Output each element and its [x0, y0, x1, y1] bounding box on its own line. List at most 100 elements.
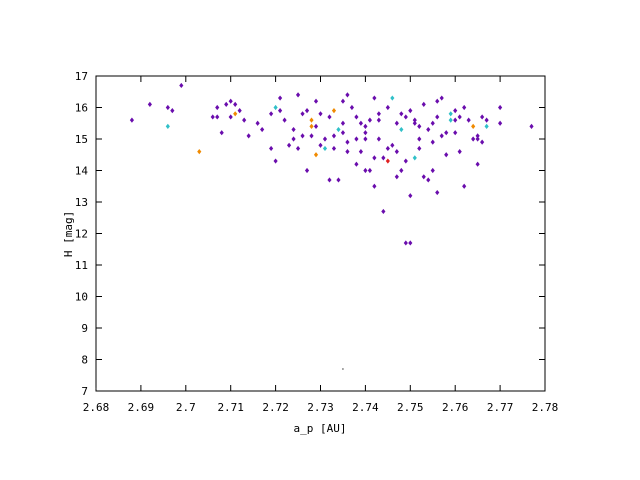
scatter-point — [273, 158, 278, 164]
scatter-point — [215, 114, 220, 120]
x-tick-label: 2.78 — [532, 401, 559, 414]
scatter-point — [426, 177, 431, 183]
scatter-point — [430, 120, 435, 126]
scatter-point — [453, 130, 458, 136]
scatter-point — [304, 108, 310, 114]
scatter-point — [224, 101, 229, 107]
scatter-point — [170, 108, 175, 114]
scatter-point — [417, 123, 422, 129]
scatter-point — [228, 114, 233, 120]
scatter-point — [385, 104, 390, 111]
y-tick-label: 13 — [75, 196, 88, 209]
scatter-point — [484, 117, 489, 123]
y-tick-labels: 7 8 9 10 11 12 13 14 15 16 17 — [75, 70, 89, 398]
y-tick-label: 9 — [81, 322, 88, 335]
x-tick-label: 2.77 — [487, 401, 514, 414]
scatter-point — [300, 133, 305, 139]
scatter-point — [286, 142, 292, 148]
y-tick-label: 16 — [75, 102, 88, 115]
scatter-point — [322, 136, 328, 142]
x-tick-label: 2.72 — [262, 401, 289, 414]
scatter-point — [412, 117, 417, 123]
scatter-point — [219, 130, 224, 136]
scatter-point — [273, 104, 278, 111]
x-tick-label: 2.76 — [442, 401, 469, 414]
scatter-point — [345, 149, 350, 155]
scatter-point — [421, 174, 426, 180]
scatter-point — [345, 139, 350, 145]
x-tick-label: 2.75 — [397, 401, 424, 414]
y-tick-label: 11 — [75, 259, 88, 272]
scatter-point — [385, 145, 390, 152]
scatter-point — [269, 145, 274, 152]
scatter-point — [462, 183, 467, 189]
scatter-point — [444, 130, 449, 136]
scatter-point — [179, 82, 184, 89]
scatter-point — [475, 133, 480, 139]
y-tick-label: 8 — [81, 354, 88, 367]
scatter-point — [345, 92, 350, 98]
scatter-point — [372, 183, 377, 189]
scatter-point — [260, 126, 265, 133]
scatter-point — [417, 145, 422, 152]
scatter-point — [363, 130, 368, 136]
scatter-point — [342, 367, 344, 370]
scatter-point — [340, 98, 346, 104]
scatter-point — [354, 161, 359, 167]
scatter-point — [318, 142, 323, 148]
scatter-point — [233, 111, 238, 117]
scatter-point — [363, 167, 368, 174]
scatter-point — [444, 152, 449, 158]
scatter-point — [430, 167, 435, 174]
y-tick-label: 14 — [75, 165, 89, 178]
scatter-point — [363, 136, 368, 142]
scatter-point — [399, 126, 404, 133]
scatter-point — [295, 92, 301, 98]
scatter-point — [430, 139, 435, 145]
scatter-point — [340, 130, 346, 136]
scatter-point — [336, 126, 341, 133]
scatter-point — [453, 117, 458, 123]
x-tick-label: 2.7 — [176, 401, 196, 414]
x-axis-label: a_p [AU] — [294, 422, 347, 435]
scatter-point — [129, 117, 134, 123]
y-axis-label: H [mag] — [62, 211, 75, 257]
scatter-point — [462, 104, 467, 111]
scatter-point — [412, 120, 417, 126]
x-tick-label: 2.69 — [128, 401, 155, 414]
scatter-point — [147, 101, 152, 107]
scatter-point — [291, 136, 296, 142]
scatter-point — [480, 114, 485, 120]
scatter-point — [498, 104, 503, 111]
scatter-point — [421, 101, 426, 107]
scatter-point — [475, 161, 480, 167]
scatter-point — [165, 104, 170, 111]
scatter-point — [363, 123, 368, 129]
scatter-point — [331, 133, 337, 139]
scatter-point — [309, 123, 314, 129]
y-tick-label: 7 — [81, 385, 88, 398]
scatter-point — [394, 120, 399, 126]
scatter-point — [313, 152, 319, 158]
y-tick-label: 15 — [75, 133, 88, 146]
scatter-point — [246, 133, 251, 139]
scatter-point — [372, 155, 377, 161]
scatter-point — [439, 95, 444, 101]
scatter-point — [426, 126, 431, 133]
scatter-point — [529, 123, 534, 129]
scatter-point — [358, 149, 363, 155]
scatter-point — [255, 120, 260, 126]
scatter-point — [376, 117, 381, 123]
scatter-point — [331, 108, 337, 114]
scatter-point — [399, 167, 404, 174]
scatter-point — [435, 189, 440, 196]
scatter-point — [394, 174, 399, 180]
y-tick-label: 12 — [75, 228, 88, 241]
scatter-point — [475, 136, 480, 142]
scatter-point — [349, 104, 355, 111]
scatter-point — [372, 95, 377, 101]
x-tick-label: 2.74 — [352, 401, 379, 414]
scatter-point — [457, 149, 462, 155]
scatter-point — [331, 145, 337, 152]
scatter-point — [309, 133, 314, 139]
